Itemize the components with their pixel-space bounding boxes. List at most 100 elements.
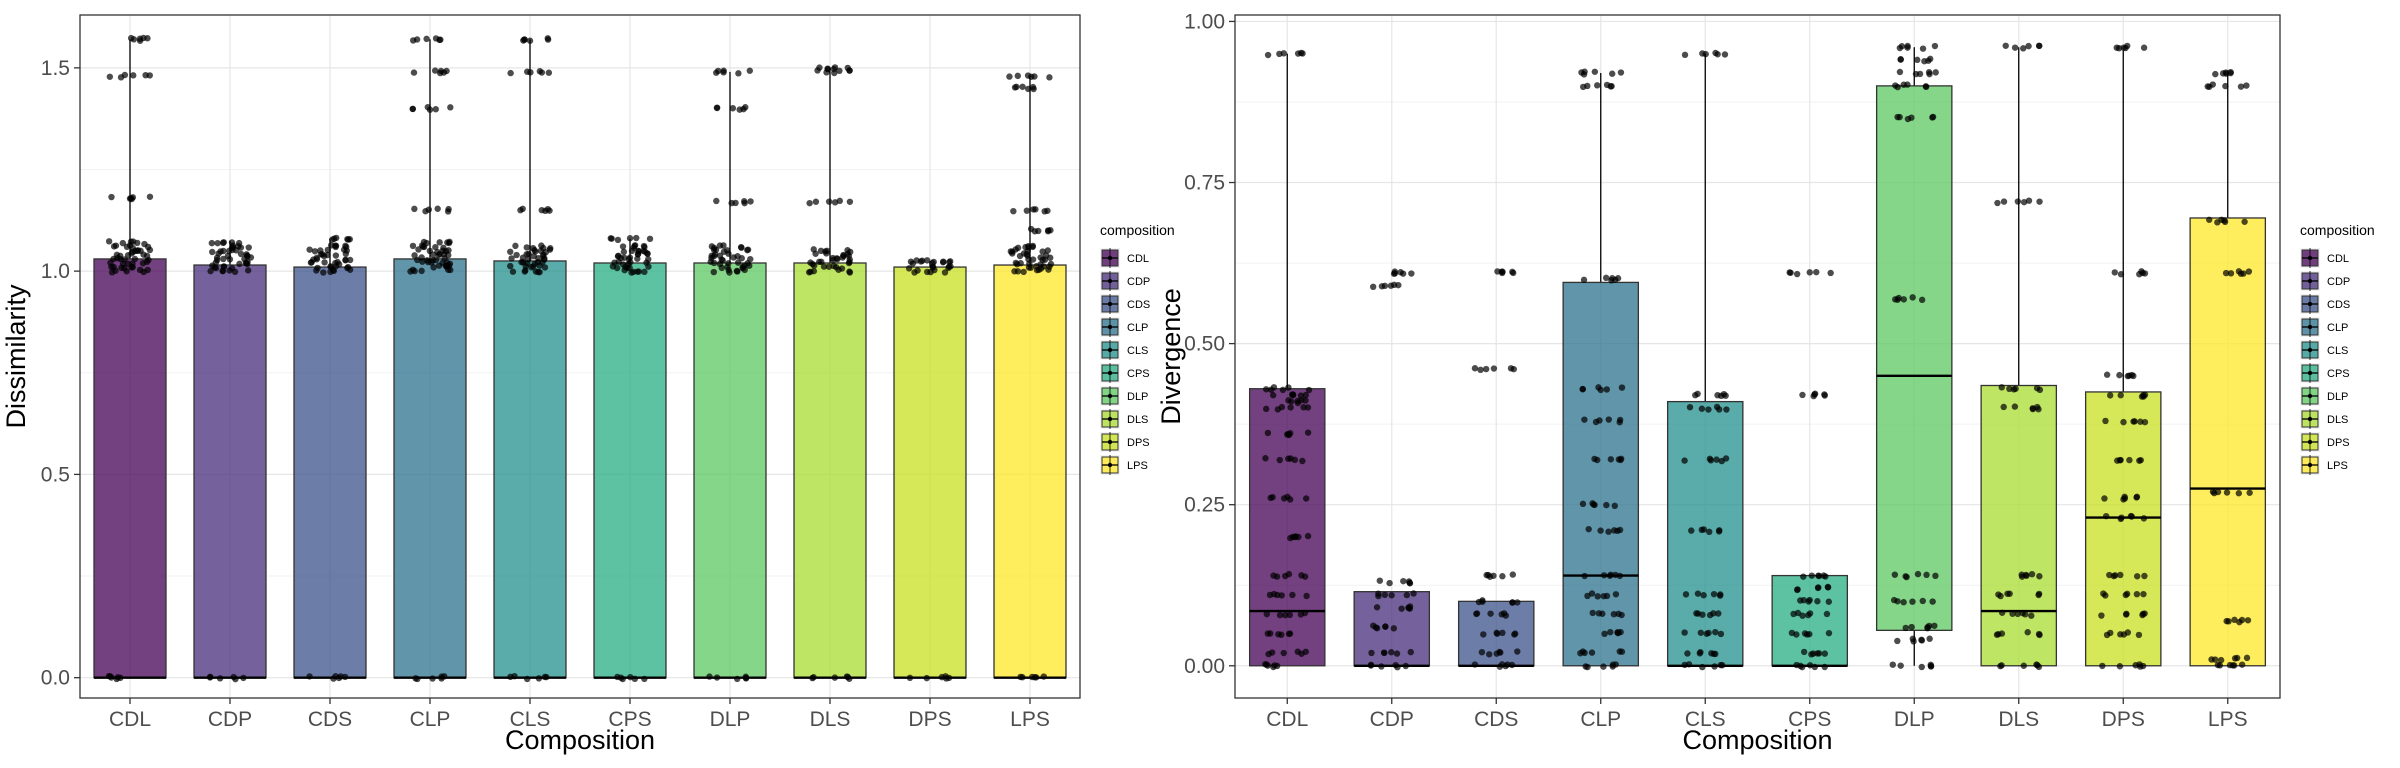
data-point [513, 251, 520, 259]
data-point [1298, 650, 1305, 657]
data-point [1589, 609, 1596, 617]
y-tick-label: 1.5 [41, 57, 70, 80]
data-point [2222, 82, 2229, 90]
data-point [411, 252, 418, 259]
data-point [2028, 612, 2035, 619]
data-point [1597, 386, 1604, 394]
data-point [1902, 573, 1909, 580]
box-body [393, 258, 467, 679]
data-point [2245, 268, 2253, 275]
data-point [831, 674, 839, 681]
data-point [523, 244, 530, 251]
data-point [2036, 198, 2043, 205]
data-point [345, 236, 352, 243]
data-point [2133, 573, 2141, 580]
data-point [641, 268, 648, 276]
data-point [1390, 270, 1398, 277]
data-point [809, 674, 816, 682]
legend-point [1107, 255, 1113, 261]
data-point [2246, 489, 2253, 496]
data-point [2208, 656, 2215, 663]
data-point [1618, 648, 1626, 655]
data-point [1926, 635, 1933, 642]
data-point [2212, 70, 2219, 78]
data-point [447, 104, 454, 111]
data-point [1264, 429, 1272, 437]
legend-item-cps: CPS [1100, 363, 1150, 383]
data-point [1927, 661, 1934, 669]
data-point [1406, 603, 1414, 610]
data-point [1721, 51, 1729, 58]
data-point [1594, 593, 1601, 600]
data-point [1894, 83, 1901, 91]
data-point [1285, 570, 1293, 578]
data-point [1713, 456, 1720, 463]
data-point [1386, 579, 1393, 587]
data-point [1800, 596, 1808, 604]
y-tick-label: 0.0 [41, 667, 70, 690]
data-point [525, 256, 532, 263]
data-point [2035, 42, 2043, 49]
data-point [317, 247, 324, 254]
data-point [216, 675, 224, 682]
data-point [720, 242, 727, 249]
data-point [734, 253, 741, 260]
data-point [1579, 648, 1587, 655]
data-point [1918, 296, 1926, 304]
data-point [2099, 662, 2106, 670]
data-point [1398, 605, 1405, 612]
box-body [1666, 400, 1744, 667]
data-point [220, 239, 227, 246]
data-point [507, 69, 514, 77]
data-point [1616, 572, 1624, 580]
box-clp [393, 35, 467, 683]
legend-point [2307, 255, 2313, 261]
data-point [545, 69, 553, 76]
data-point [1486, 651, 1493, 658]
data-point [1014, 72, 1022, 80]
legend-label: CDP [1127, 276, 1150, 288]
data-point [1799, 391, 1806, 399]
data-point [332, 252, 340, 259]
data-point [2035, 591, 2042, 599]
data-point [1304, 429, 1312, 436]
data-point [626, 235, 634, 242]
y-tick-label: 0.5 [41, 463, 70, 486]
y-tick-label: 0.25 [1184, 494, 1225, 517]
data-point [1397, 269, 1404, 276]
data-point [327, 242, 335, 249]
data-point [2238, 616, 2246, 624]
data-point [445, 247, 452, 254]
data-point [418, 267, 425, 275]
data-point [1393, 650, 1401, 657]
data-point [1931, 42, 1939, 50]
data-point [1508, 661, 1516, 669]
legend-label: DPS [2327, 437, 2350, 449]
legend-item-cds: CDS [1100, 294, 1150, 314]
data-point [1498, 611, 1505, 618]
data-point [1894, 296, 1901, 303]
data-point [1480, 631, 1487, 638]
data-point [108, 193, 115, 201]
data-point [1584, 592, 1591, 600]
data-point [1301, 573, 1309, 580]
data-point [2231, 616, 2238, 624]
data-point [1825, 598, 1833, 605]
data-point [646, 235, 654, 243]
box-cdl [93, 34, 167, 683]
data-point [2018, 571, 2025, 578]
data-point [1044, 247, 1051, 254]
data-point [1603, 501, 1610, 509]
box-body [293, 266, 367, 679]
data-point [1579, 500, 1587, 508]
data-point [1584, 663, 1591, 671]
data-point [805, 269, 813, 276]
data-point [1024, 252, 1031, 259]
data-point [1297, 392, 1305, 399]
data-point [1287, 534, 1294, 542]
data-point [619, 261, 627, 268]
data-point [1815, 572, 1823, 580]
data-point [1041, 208, 1048, 215]
data-point [2025, 197, 2033, 204]
data-point [739, 263, 746, 271]
